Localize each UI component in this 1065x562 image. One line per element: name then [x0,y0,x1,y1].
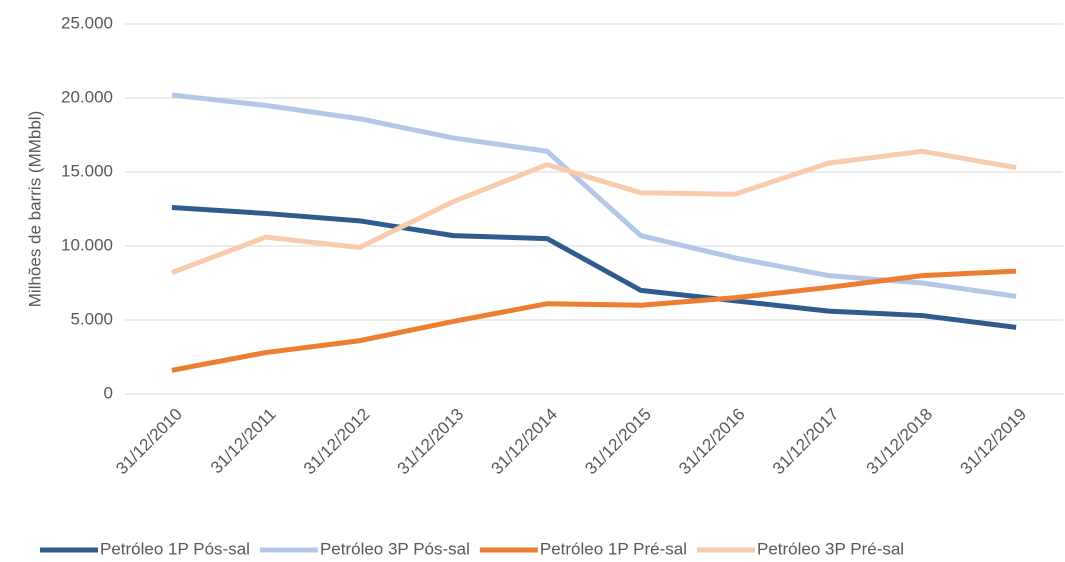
y-tick-label: 5.000 [70,309,113,328]
legend-label: Petróleo 3P Pós-sal [320,539,470,558]
x-tick-label: 31/12/2014 [487,405,561,479]
y-tick-label: 20.000 [61,87,113,106]
y-axis-label: Milhões de barris (MMbbl) [25,111,44,308]
x-tick-label: 31/12/2017 [769,405,843,479]
y-tick-label: 15.000 [61,161,113,180]
series-line [171,268,1017,373]
series-line [171,148,1017,275]
series-line [171,205,1017,330]
y-tick-label: 0 [104,383,113,402]
x-tick-label: 31/12/2018 [863,405,937,479]
x-tick-label: 31/12/2011 [207,405,280,478]
legend-label: Petróleo 1P Pós-sal [100,539,250,558]
legend-label: Petróleo 3P Pré-sal [757,539,904,558]
x-tick-label: 31/12/2012 [300,405,374,479]
x-tick-label: 31/12/2010 [112,405,186,479]
x-tick-label: 31/12/2015 [581,405,655,479]
y-tick-label: 10.000 [61,235,113,254]
x-tick-label: 31/12/2016 [675,405,749,479]
legend-label: Petróleo 1P Pré-sal [540,539,687,558]
y-tick-label: 25.000 [61,13,113,32]
x-tick-label: 31/12/2013 [394,405,468,479]
x-tick-label: 31/12/2019 [956,405,1030,479]
